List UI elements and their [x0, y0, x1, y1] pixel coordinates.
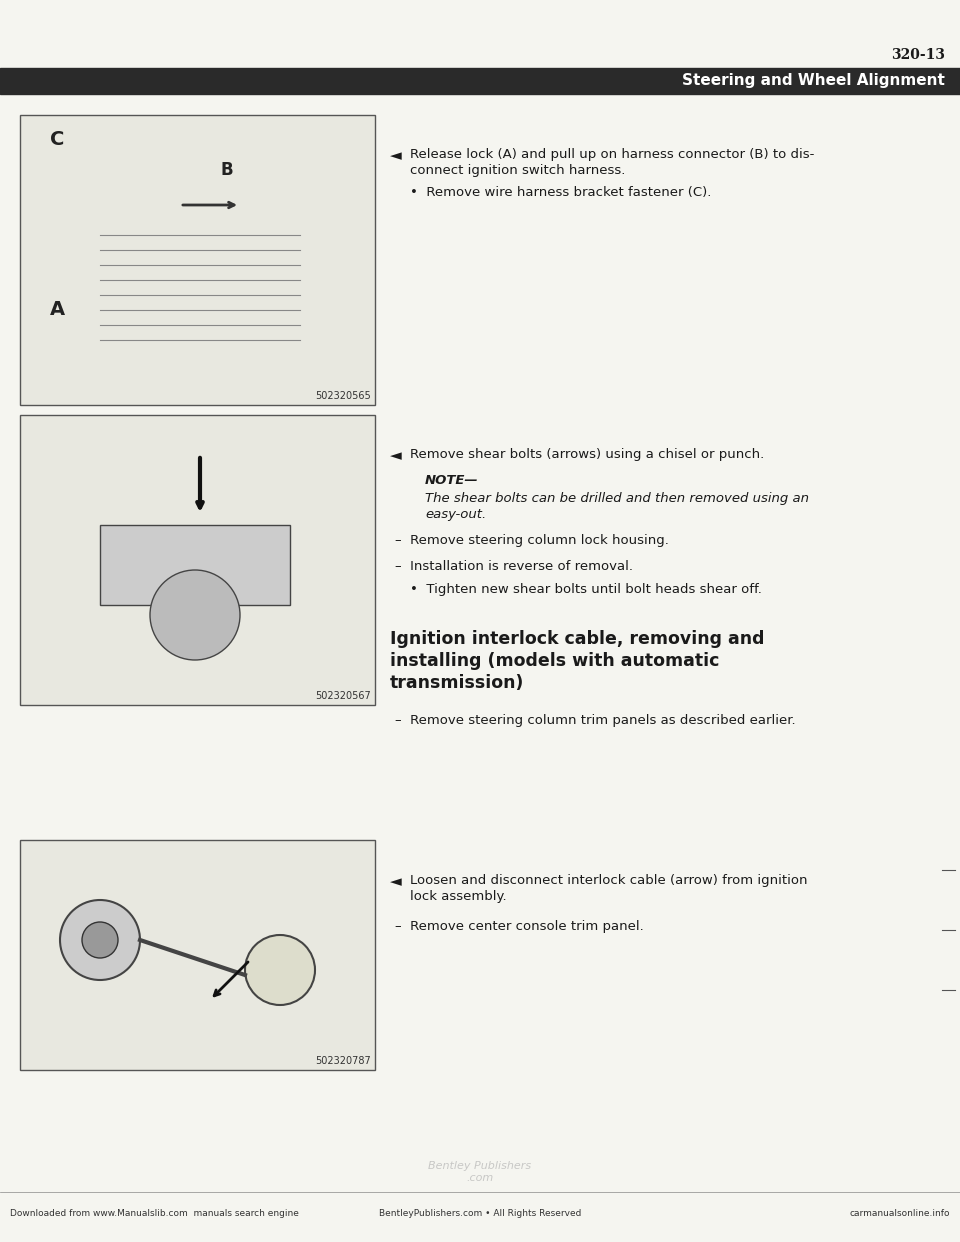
Text: •  Tighten new shear bolts until bolt heads shear off.: • Tighten new shear bolts until bolt hea… [410, 582, 762, 596]
Bar [0, 0, 960, 60]
Text: Ignition interlock cable, removing and: Ignition interlock cable, removing and [390, 630, 764, 648]
Text: C: C [50, 130, 64, 149]
Text: The shear bolts can be drilled and then removed using an: The shear bolts can be drilled and then … [425, 492, 809, 505]
Circle shape [150, 570, 240, 660]
Bar [20, 840, 375, 1071]
Text: –  Installation is reverse of removal.: – Installation is reverse of removal. [395, 560, 633, 573]
Text: ◄: ◄ [390, 874, 401, 889]
Text: lock assembly.: lock assembly. [410, 891, 507, 903]
Text: NOTE—: NOTE— [425, 474, 479, 487]
Text: 502320565: 502320565 [315, 391, 371, 401]
Circle shape [60, 900, 140, 980]
Text: •  Remove wire harness bracket fastener (C).: • Remove wire harness bracket fastener (… [410, 186, 711, 199]
Text: BentleyPublishers.com • All Rights Reserved: BentleyPublishers.com • All Rights Reser… [379, 1210, 581, 1218]
Text: transmission): transmission) [390, 674, 524, 692]
Bar [20, 116, 375, 405]
Bar [20, 415, 375, 705]
Text: Downloaded from www.Manualslib.com  manuals search engine: Downloaded from www.Manualslib.com manua… [10, 1210, 299, 1218]
Text: Remove shear bolts (arrows) using a chisel or punch.: Remove shear bolts (arrows) using a chis… [410, 448, 764, 461]
Text: Loosen and disconnect interlock cable (arrow) from ignition: Loosen and disconnect interlock cable (a… [410, 874, 807, 887]
Text: 502320787: 502320787 [315, 1056, 371, 1066]
Text: easy-out.: easy-out. [425, 508, 487, 520]
Text: installing (models with automatic: installing (models with automatic [390, 652, 719, 669]
Text: A: A [50, 301, 65, 319]
Text: 502320567: 502320567 [315, 691, 371, 700]
Text: ◄: ◄ [390, 448, 401, 463]
Circle shape [245, 935, 315, 1005]
Text: 320-13: 320-13 [891, 48, 945, 62]
Bar [100, 525, 290, 605]
Text: ◄: ◄ [390, 148, 401, 163]
Text: carmanualsonline.info: carmanualsonline.info [850, 1210, 950, 1218]
Text: Release lock (A) and pull up on harness connector (B) to dis-: Release lock (A) and pull up on harness … [410, 148, 814, 161]
Text: B: B [220, 161, 232, 179]
Circle shape [82, 922, 118, 958]
Text: Bentley Publishers
.com: Bentley Publishers .com [428, 1161, 532, 1182]
Text: Steering and Wheel Alignment: Steering and Wheel Alignment [683, 73, 945, 88]
Text: –  Remove steering column lock housing.: – Remove steering column lock housing. [395, 534, 669, 546]
Bar [0, 68, 960, 94]
Text: –  Remove steering column trim panels as described earlier.: – Remove steering column trim panels as … [395, 714, 796, 727]
Text: –  Remove center console trim panel.: – Remove center console trim panel. [395, 920, 644, 933]
Text: connect ignition switch harness.: connect ignition switch harness. [410, 164, 625, 178]
